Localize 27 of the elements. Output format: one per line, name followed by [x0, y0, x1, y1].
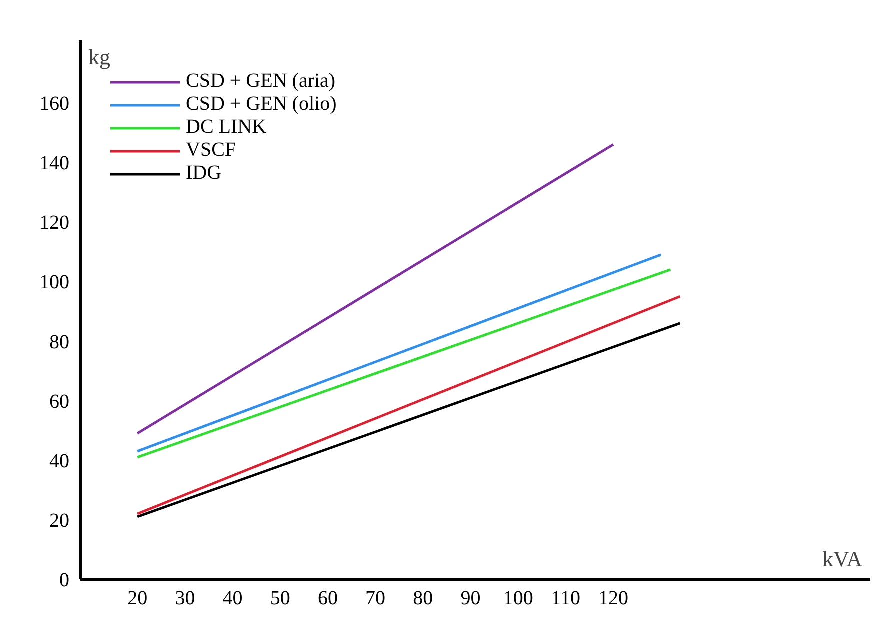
x-tick-label: 50 [270, 588, 290, 610]
x-tick-label: 110 [551, 588, 581, 610]
y-tick-label: 20 [50, 510, 70, 532]
legend-label: DC LINK [186, 116, 267, 139]
y-tick-label: 100 [40, 272, 70, 294]
y-axis-title: kg [88, 44, 110, 70]
x-tick-label: 60 [318, 588, 338, 610]
y-tick-label: 120 [40, 212, 70, 234]
x-tick-label: 20 [128, 588, 148, 610]
y-tick-label: 80 [50, 331, 70, 354]
x-tick-label: 30 [175, 588, 196, 610]
y-tick-label: 140 [40, 152, 70, 175]
y-tick-label: 60 [50, 390, 70, 413]
y-tick-label: 40 [50, 450, 70, 472]
legend-label: VSCF [186, 139, 236, 162]
legend-label: IDG [186, 162, 222, 185]
x-axis-title: kVA [822, 546, 863, 572]
y-tick-label: 0 [60, 570, 70, 592]
x-tick-label: 80 [413, 588, 434, 610]
x-tick-label: 90 [460, 588, 481, 610]
x-tick-label: 120 [598, 588, 629, 610]
legend-label: CSD + GEN (olio) [186, 93, 337, 116]
x-tick-label: 100 [503, 588, 534, 610]
x-tick-label: 70 [366, 588, 386, 610]
y-tick-label: 160 [40, 93, 70, 116]
legend-label: CSD + GEN (aria) [186, 70, 336, 93]
x-tick-label: 40 [222, 588, 243, 610]
